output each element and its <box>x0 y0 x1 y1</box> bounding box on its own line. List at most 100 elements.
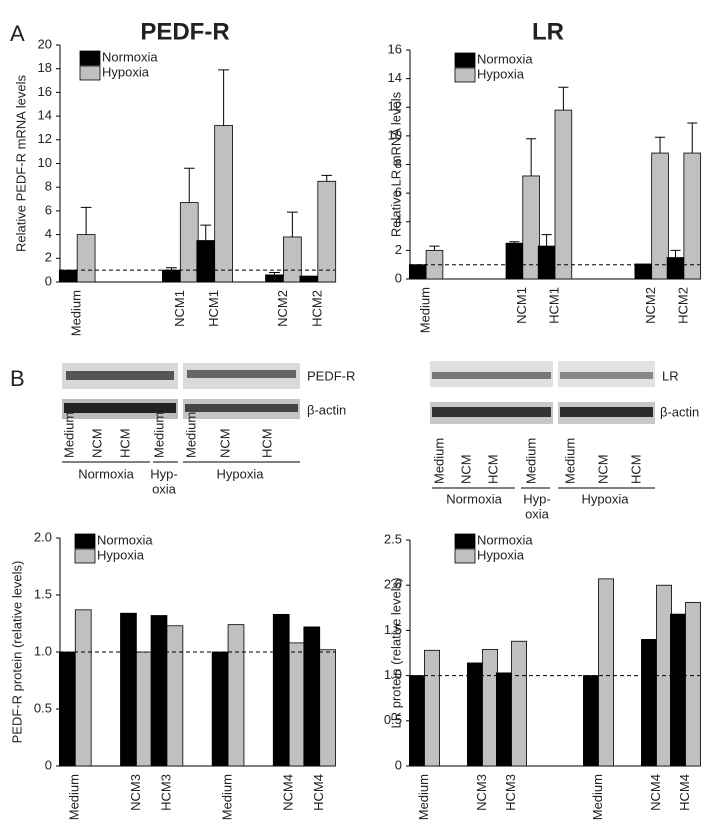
x-tick-label: Medium <box>219 774 234 820</box>
x-tick-label: Medium <box>590 774 605 820</box>
y-tick-label: 2 <box>395 242 402 257</box>
x-tick-label: NCM1 <box>514 287 529 324</box>
x-tick-label: HCM1 <box>546 287 561 324</box>
y-tick-label: 8 <box>395 156 402 171</box>
lane-label: NCM <box>595 454 610 484</box>
y-tick-label: 0 <box>45 273 52 288</box>
x-tick-label: Medium <box>418 287 433 333</box>
x-tick-label: HCM2 <box>309 290 324 327</box>
bar <box>227 624 245 767</box>
x-tick-label: NCM2 <box>275 290 290 327</box>
lane-label: Medium <box>61 412 76 458</box>
x-tick-label: NCM3 <box>128 774 143 811</box>
legend-swatch <box>454 548 476 564</box>
bar <box>272 613 290 767</box>
bar <box>670 613 686 767</box>
legend-swatch <box>454 67 476 83</box>
x-tick-label: Medium <box>67 774 82 820</box>
x-tick-label: NCM2 <box>643 287 658 324</box>
error-bar <box>509 241 520 244</box>
error-bar <box>541 234 552 247</box>
bar <box>162 269 181 283</box>
bar <box>58 269 78 283</box>
bar <box>424 649 440 767</box>
x-tick-label: HCM2 <box>675 287 690 324</box>
y-tick-label: 0.5 <box>34 700 52 715</box>
x-tick-label: HCM3 <box>158 774 173 811</box>
lane-label: HCM <box>628 454 643 484</box>
x-tick-label: NCM3 <box>474 774 489 811</box>
legend-label: Normoxia <box>477 532 533 547</box>
bar <box>685 601 701 767</box>
error-bar <box>687 122 698 154</box>
y-tick-label: 8 <box>45 179 52 194</box>
y-tick-label: 16 <box>388 41 402 56</box>
lane-label: HCM <box>117 428 132 458</box>
y-axis-label: LR protein (relative levels) <box>388 577 403 728</box>
bar <box>496 672 512 767</box>
bar <box>634 263 653 280</box>
y-axis-label: Relative PEDF-R mRNA levels <box>13 75 28 252</box>
bar <box>196 240 216 283</box>
y-tick-label: 16 <box>38 84 52 99</box>
blot-label: β-actin <box>307 402 346 417</box>
x-tick-label: NCM4 <box>281 774 296 811</box>
error-bar <box>200 224 212 241</box>
x-tick-label: HCM3 <box>503 774 518 811</box>
lane-label: NCM <box>89 428 104 458</box>
bar <box>211 651 229 767</box>
legend-label: Normoxia <box>477 51 533 66</box>
bar <box>467 662 483 767</box>
y-tick-label: 0 <box>395 757 402 772</box>
x-tick-label: Medium <box>69 290 84 336</box>
y-tick-label: 4 <box>45 226 52 241</box>
error-bar <box>183 167 195 203</box>
legend-label: Hypoxia <box>477 547 525 562</box>
y-tick-label: 10 <box>388 127 402 142</box>
y-tick-label: 4 <box>395 213 402 228</box>
y-tick-label: 0 <box>45 757 52 772</box>
x-tick-label: HCM4 <box>311 774 326 811</box>
group-label: Normoxia <box>446 491 502 506</box>
group-label: oxia <box>525 506 550 521</box>
lane-label: Medium <box>562 438 577 484</box>
bar <box>283 236 302 283</box>
legend-label: Hypoxia <box>102 64 150 79</box>
error-bar <box>655 136 666 154</box>
bar <box>166 625 184 767</box>
legend-label: Hypoxia <box>477 66 525 81</box>
bar <box>683 152 702 280</box>
bar <box>641 639 657 767</box>
y-tick-label: 10 <box>38 155 52 170</box>
error-bar <box>670 249 681 258</box>
chart-title: PEDF-R <box>140 18 229 45</box>
bar <box>319 649 337 767</box>
bar <box>135 651 153 767</box>
y-tick-label: 6 <box>395 185 402 200</box>
error-bar <box>166 267 177 271</box>
y-tick-label: 0.5 <box>384 712 402 727</box>
y-axis-label: Relative LR mRNA levels <box>388 91 403 237</box>
lane-label: HCM <box>259 428 274 458</box>
bar <box>76 234 96 283</box>
group-label: Hypoxia <box>582 491 630 506</box>
y-tick-label: 20 <box>38 36 52 51</box>
error-bar <box>218 69 229 126</box>
y-tick-label: 14 <box>38 108 52 123</box>
legend-label: Hypoxia <box>97 547 145 562</box>
legend-swatch <box>79 65 101 81</box>
group-label: Hyp- <box>150 466 177 481</box>
y-axis-label: PEDF-R protein (relative levels) <box>9 561 24 744</box>
bar <box>522 175 540 280</box>
legend-label: Normoxia <box>97 532 153 547</box>
lane-label: Medium <box>183 412 198 458</box>
bar <box>120 612 137 767</box>
panel-label: A <box>10 21 25 46</box>
y-tick-label: 2.5 <box>384 531 402 546</box>
blot-right <box>430 361 655 489</box>
bar <box>409 675 425 767</box>
bar <box>58 651 76 767</box>
lane-label: Medium <box>523 438 538 484</box>
y-tick-label: 14 <box>388 70 402 85</box>
